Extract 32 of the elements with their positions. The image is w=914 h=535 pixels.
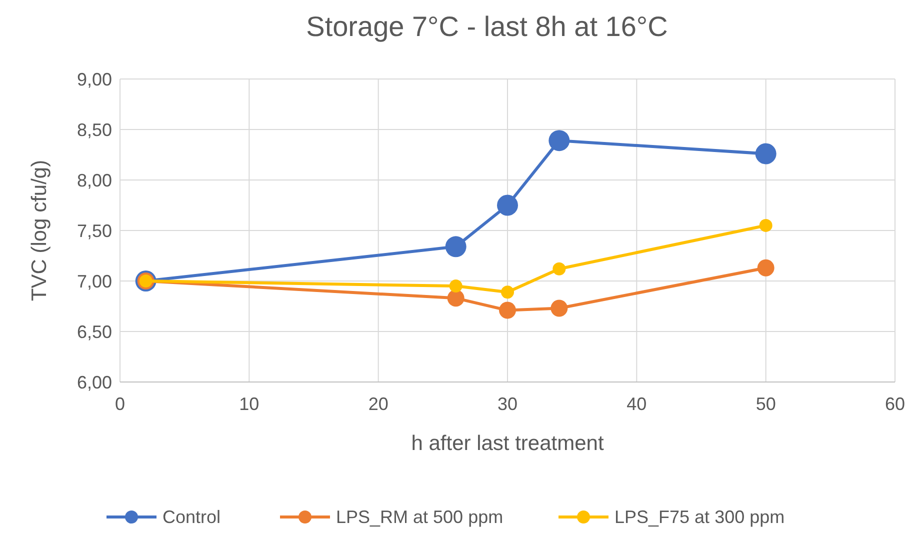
- x-tick-label: 40: [626, 394, 647, 414]
- point: [755, 143, 776, 164]
- point: [548, 130, 570, 152]
- legend-label: Control: [162, 507, 221, 527]
- x-tick-label: 30: [497, 394, 518, 414]
- chart-title: Storage 7°C - last 8h at 16°C: [306, 11, 668, 42]
- point: [757, 259, 774, 276]
- x-tick-label: 50: [756, 394, 776, 414]
- point: [447, 290, 464, 307]
- y-tick-label: 6,50: [76, 322, 112, 342]
- point: [497, 194, 518, 216]
- y-tick-label: 8,50: [76, 120, 112, 140]
- y-tick-label: 9,00: [76, 69, 112, 90]
- x-tick-label: 10: [239, 394, 260, 414]
- y-tick-label: 6,00: [76, 372, 112, 392]
- y-tick-label: 8,00: [76, 170, 112, 190]
- x-tick-label: 0: [114, 394, 126, 414]
- point: [550, 300, 568, 317]
- x-axis-title: h after last treatment: [411, 432, 604, 455]
- point: [449, 280, 462, 293]
- y-tick-label: 7,50: [76, 220, 112, 241]
- point: [501, 286, 514, 299]
- point: [499, 302, 516, 319]
- legend-label: LPS_F75 at 300 ppm: [614, 507, 785, 527]
- y-axis-title: TVC (log cfu/g): [28, 160, 51, 302]
- y-tick-label: 7,00: [76, 271, 112, 292]
- point: [445, 236, 466, 258]
- x-tick-label: 60: [884, 394, 906, 414]
- point: [759, 218, 772, 232]
- point: [552, 262, 566, 276]
- x-tick-label: 20: [368, 394, 388, 414]
- legend-label: LPS_RM at 500 ppm: [336, 507, 504, 527]
